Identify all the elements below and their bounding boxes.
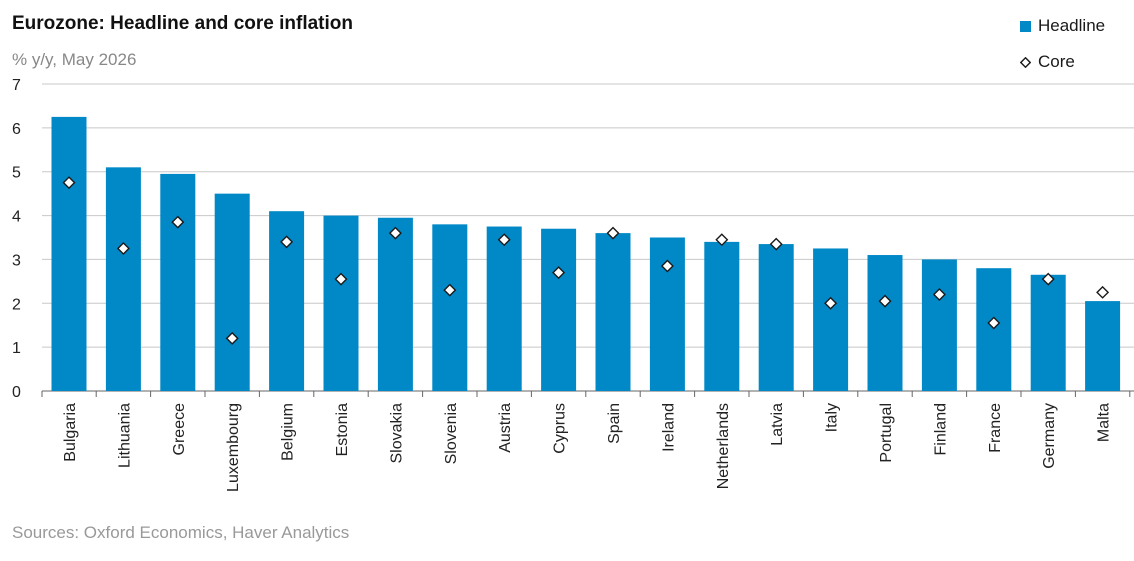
bar-headline bbox=[921, 259, 957, 391]
headline-swatch bbox=[1020, 20, 1031, 32]
core-diamond-icon bbox=[1020, 56, 1031, 68]
bar-headline bbox=[377, 217, 413, 391]
x-tick-label: Malta bbox=[1096, 403, 1113, 442]
core-marker bbox=[552, 266, 566, 280]
x-tick-label: Ireland bbox=[660, 403, 677, 452]
core-marker bbox=[987, 316, 1001, 330]
legend-item-headline: Headline bbox=[1020, 14, 1105, 38]
x-tick-label: Cyprus bbox=[552, 403, 569, 454]
y-tick-label: 4 bbox=[12, 209, 21, 226]
core-marker bbox=[443, 283, 457, 297]
core-marker bbox=[116, 241, 130, 255]
x-tick-label: Slovenia bbox=[443, 403, 460, 464]
bar-headline bbox=[704, 241, 740, 391]
core-marker bbox=[1096, 285, 1110, 299]
x-tick-label: Netherlands bbox=[715, 403, 732, 489]
y-tick-label: 7 bbox=[12, 77, 21, 94]
x-tick-label: Luxembourg bbox=[225, 403, 242, 492]
legend: Headline Core bbox=[1020, 14, 1105, 86]
x-tick-label: Estonia bbox=[334, 403, 351, 456]
core-marker bbox=[280, 235, 294, 249]
y-tick-label: 2 bbox=[12, 296, 21, 313]
bar-headline bbox=[541, 228, 577, 391]
legend-item-core: Core bbox=[1020, 50, 1105, 74]
core-marker bbox=[62, 176, 76, 190]
core-marker bbox=[388, 226, 402, 240]
bar-headline bbox=[486, 226, 522, 391]
x-tick-label: Austria bbox=[497, 403, 514, 453]
core-marker bbox=[497, 233, 511, 247]
x-tick-label: Lithuania bbox=[116, 403, 133, 468]
bar-headline bbox=[1085, 301, 1121, 391]
bar-headline bbox=[323, 215, 359, 391]
y-tick-label: 6 bbox=[12, 121, 21, 138]
y-tick-label: 0 bbox=[12, 384, 21, 401]
bar-headline bbox=[976, 268, 1012, 391]
x-tick-label: Belgium bbox=[280, 403, 297, 461]
x-tick-label: Greece bbox=[171, 403, 188, 456]
bar-headline bbox=[432, 224, 468, 391]
y-tick-label: 5 bbox=[12, 165, 21, 182]
chart-title: Eurozone: Headline and core inflation bbox=[12, 13, 353, 34]
x-tick-label: Spain bbox=[606, 403, 623, 444]
core-marker bbox=[660, 259, 674, 273]
core-marker bbox=[606, 226, 620, 240]
core-marker bbox=[769, 237, 783, 251]
x-tick-label: Italy bbox=[824, 403, 841, 432]
chart-subtitle: % y/y, May 2026 bbox=[12, 50, 137, 69]
core-marker bbox=[225, 331, 239, 345]
x-tick-label: Germany bbox=[1041, 403, 1058, 469]
bar-headline bbox=[51, 116, 87, 392]
x-tick-label: Finland bbox=[932, 403, 949, 455]
bar-headline bbox=[758, 244, 794, 391]
x-tick-label: Slovakia bbox=[388, 403, 405, 464]
x-tick-label: Latvia bbox=[769, 403, 786, 446]
y-tick-label: 1 bbox=[12, 340, 21, 357]
bar-headline bbox=[867, 255, 903, 391]
y-tick-label: 3 bbox=[12, 252, 21, 269]
legend-label-core: Core bbox=[1038, 52, 1075, 71]
core-marker bbox=[1041, 272, 1055, 286]
x-tick-label: Portugal bbox=[878, 403, 895, 463]
core-marker bbox=[715, 233, 729, 247]
bar-headline bbox=[595, 233, 631, 391]
bar-headline bbox=[1030, 274, 1066, 391]
legend-label-headline: Headline bbox=[1038, 16, 1106, 35]
bar-headline bbox=[160, 173, 196, 391]
core-marker bbox=[824, 296, 838, 310]
bar-headline bbox=[214, 193, 250, 391]
core-marker bbox=[334, 272, 348, 286]
x-tick-label: Bulgaria bbox=[62, 403, 79, 462]
x-tick-label: France bbox=[987, 403, 1004, 453]
core-marker bbox=[932, 288, 946, 302]
core-marker bbox=[171, 215, 185, 229]
bar-headline bbox=[105, 167, 141, 391]
bar-headline bbox=[813, 248, 849, 391]
source-note: Sources: Oxford Economics, Haver Analyti… bbox=[12, 523, 350, 542]
core-marker bbox=[878, 294, 892, 308]
